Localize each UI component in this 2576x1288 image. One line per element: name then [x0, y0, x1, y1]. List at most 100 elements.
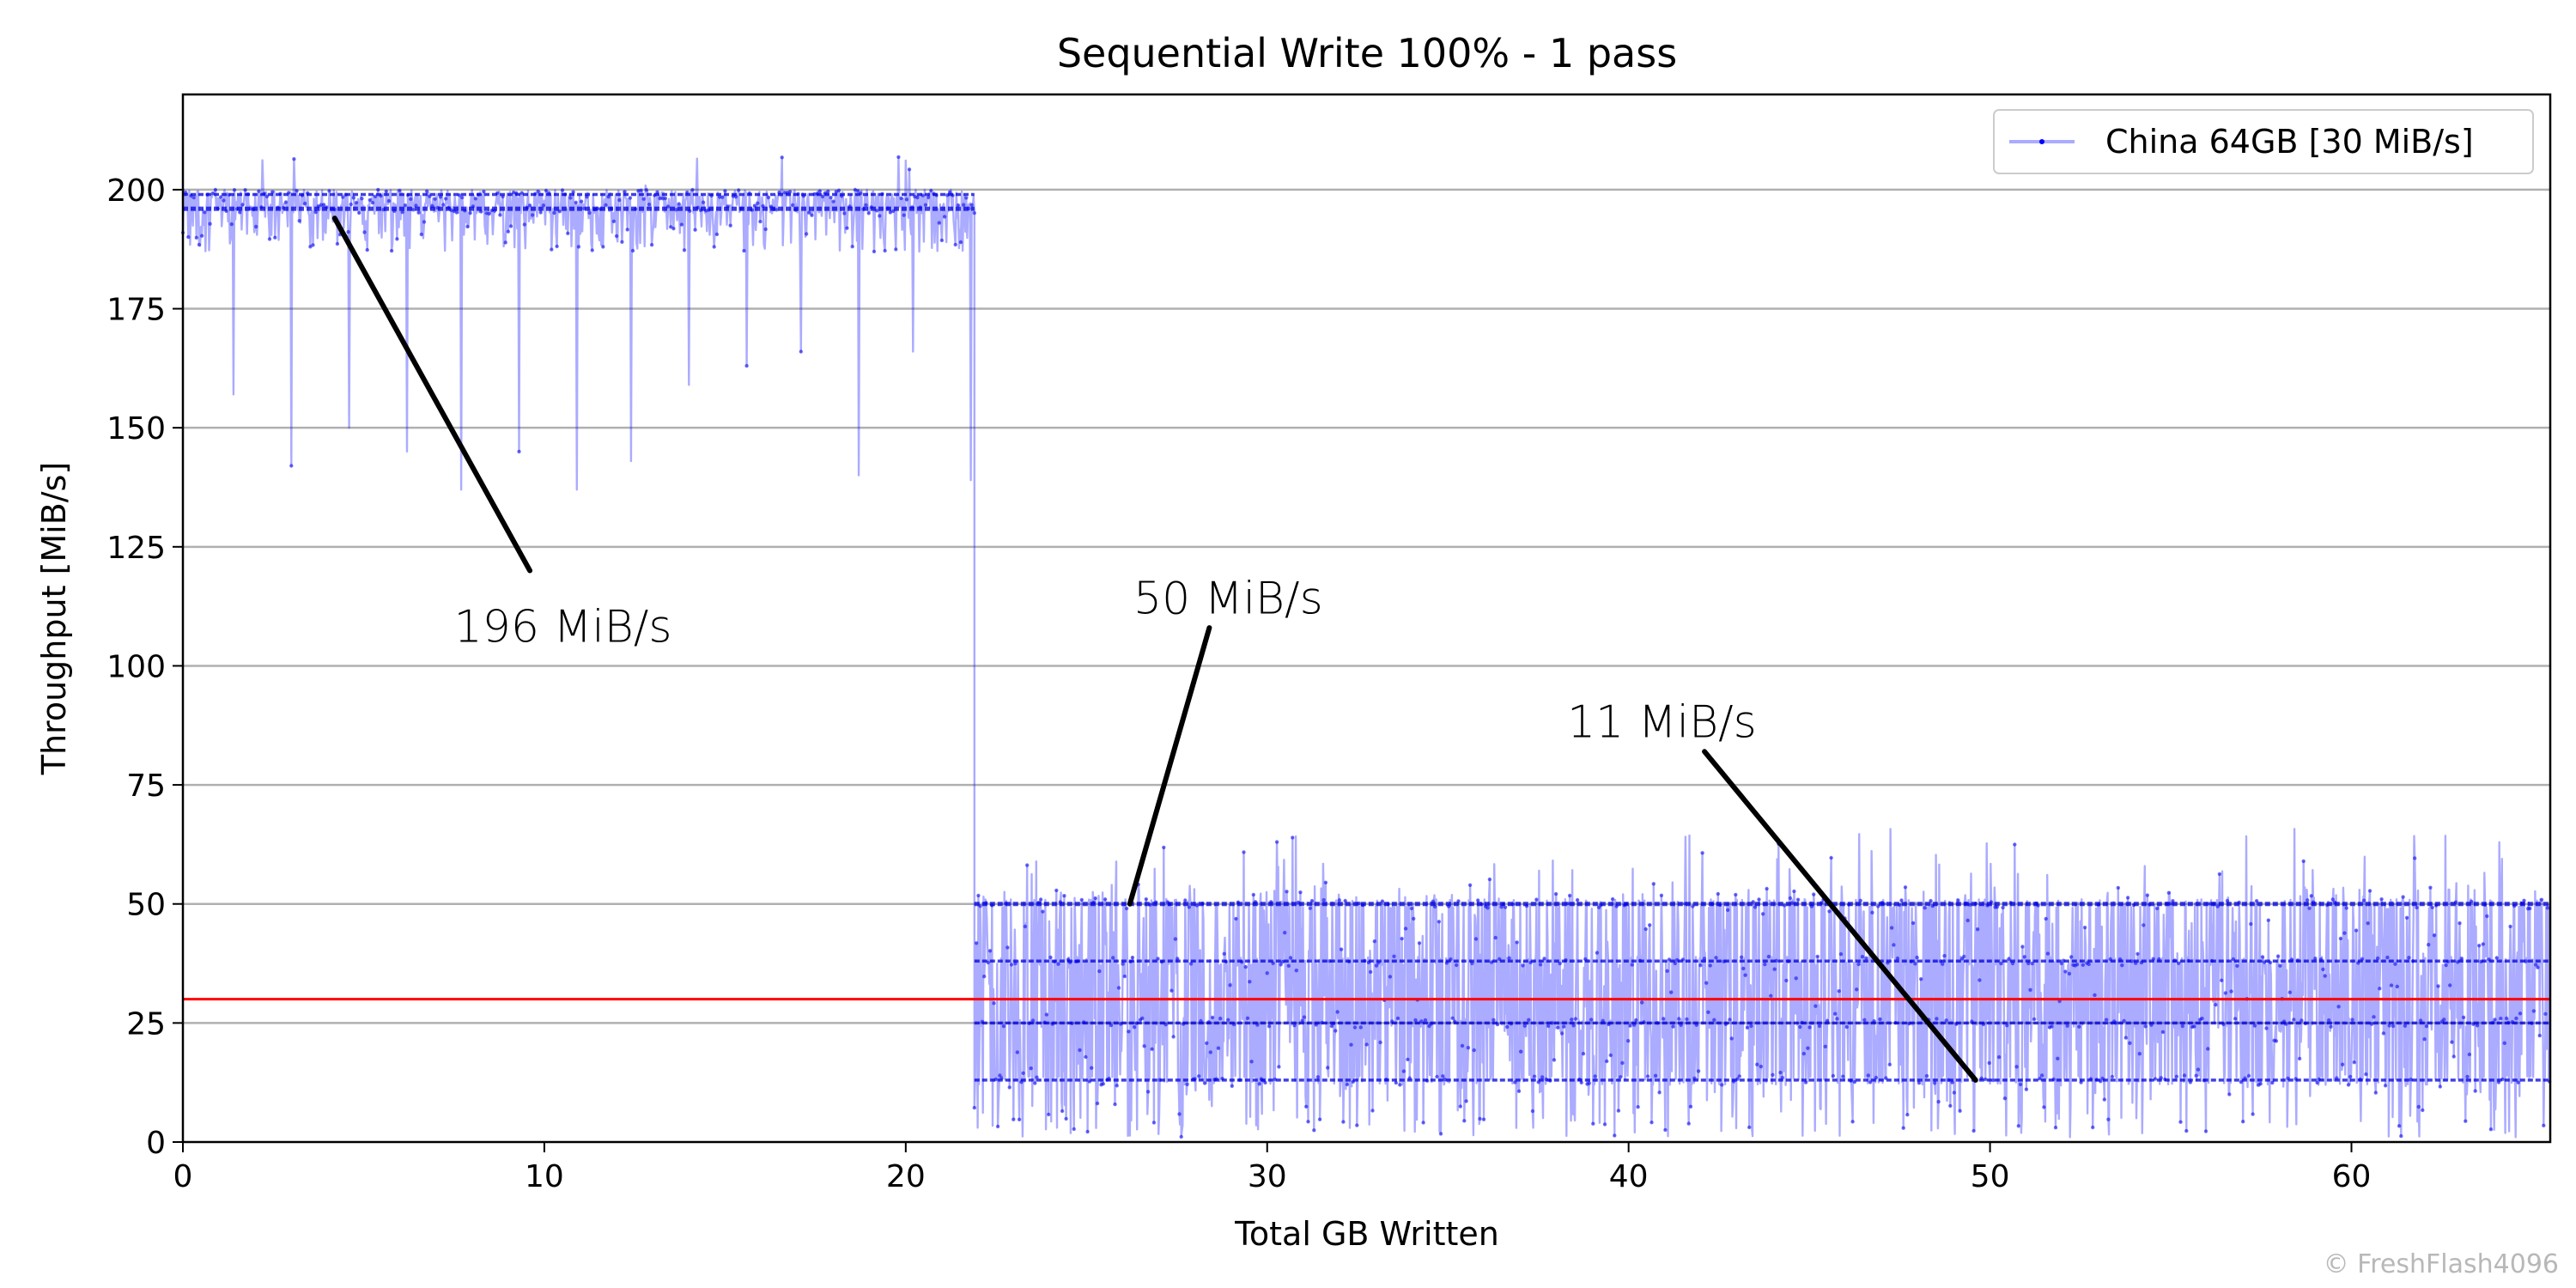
series-point	[2360, 957, 2365, 962]
y-tick-label: 0	[146, 1126, 166, 1161]
series-point	[199, 234, 204, 238]
series-point	[1421, 1121, 1425, 1125]
series-point	[1441, 1074, 1445, 1078]
series-point	[1556, 1025, 1560, 1030]
series-point	[392, 209, 397, 213]
series-point	[2383, 1084, 2388, 1088]
series-point	[2464, 1119, 2468, 1123]
series-point	[1975, 927, 1980, 932]
series-point	[995, 1124, 1000, 1129]
series-point	[1792, 889, 1796, 894]
series-point	[1607, 1022, 1611, 1027]
series-point	[1552, 1058, 1557, 1062]
series-point	[357, 210, 361, 216]
series-point	[999, 1076, 1004, 1080]
series-point	[1509, 1022, 1514, 1026]
series-point	[1478, 1116, 1482, 1121]
series-point	[1280, 959, 1285, 964]
series-point	[1081, 1020, 1086, 1024]
series-point	[1515, 940, 1519, 945]
series-point	[503, 240, 507, 245]
series-point	[1522, 1024, 1528, 1028]
series-point	[1231, 1022, 1236, 1027]
series-point	[1778, 1070, 1783, 1075]
series-point	[2424, 1024, 2429, 1029]
series-point	[1763, 962, 1767, 967]
series-point	[796, 191, 800, 197]
series-point	[1485, 906, 1490, 910]
series-point	[742, 248, 746, 253]
series-point	[1844, 1024, 1849, 1030]
series-point	[384, 189, 388, 193]
series-point	[1394, 1080, 1399, 1085]
series-point	[322, 203, 326, 207]
series-point	[1643, 927, 1648, 932]
series-point	[728, 223, 732, 228]
series-point	[1841, 1074, 1845, 1078]
series-point	[2007, 957, 2011, 962]
series-point	[992, 1001, 996, 1005]
series-point	[2366, 921, 2370, 926]
series-point	[2482, 902, 2488, 907]
series-point	[750, 208, 755, 212]
series-point	[1042, 1020, 1047, 1024]
series-line	[181, 155, 2551, 1139]
series-point	[1308, 906, 1313, 910]
series-point	[2356, 961, 2360, 965]
series-point	[2488, 1127, 2494, 1132]
series-point	[864, 203, 868, 207]
series-point	[761, 204, 765, 209]
series-point	[590, 248, 594, 252]
series-point	[2241, 1120, 2245, 1124]
series-point	[2116, 885, 2120, 890]
annotation-line	[331, 216, 533, 574]
series-point	[346, 229, 350, 234]
series-point	[1624, 902, 1629, 906]
series-point	[1665, 969, 1669, 974]
series-point	[829, 195, 833, 200]
series-point	[1815, 954, 1820, 959]
series-point	[501, 194, 505, 199]
series-point	[544, 188, 549, 193]
series-point	[690, 187, 695, 192]
series-point	[1015, 1050, 1020, 1054]
series-point	[967, 206, 971, 210]
annotation-line	[1702, 749, 1978, 1083]
series-point	[1021, 1071, 1025, 1076]
series-point	[1193, 1077, 1197, 1081]
series-point	[1352, 1025, 1358, 1030]
series-point	[2088, 1077, 2093, 1081]
series-point	[787, 190, 793, 194]
series-point	[428, 194, 432, 198]
series-point	[1167, 902, 1172, 907]
series-point	[1103, 897, 1108, 902]
series-point	[351, 196, 356, 200]
series-point	[1097, 969, 1102, 974]
series-point	[1072, 1127, 1076, 1132]
series-point	[953, 242, 957, 247]
series-point	[270, 190, 275, 194]
series-point	[1476, 898, 1480, 902]
series-point	[1499, 905, 1504, 909]
series-point	[1651, 882, 1656, 886]
series-point	[1645, 1074, 1650, 1078]
series-point	[519, 191, 524, 195]
series-point	[1601, 1018, 1605, 1024]
y-tick-label: 175	[106, 293, 166, 328]
series-point	[1731, 1079, 1736, 1084]
series-point	[1388, 975, 1393, 979]
series-point	[1035, 1075, 1039, 1079]
series-point	[2364, 1072, 2368, 1077]
series-point	[2178, 1120, 2183, 1124]
series-point	[2332, 900, 2337, 905]
series-point	[2445, 959, 2451, 964]
series-point	[2231, 957, 2236, 962]
series-point	[343, 192, 348, 197]
series-point	[1749, 1024, 1753, 1029]
series-point	[934, 193, 939, 197]
series-point	[1300, 1018, 1304, 1023]
series-point	[210, 191, 215, 196]
series-point	[1472, 1048, 1476, 1053]
series-point	[203, 210, 207, 215]
series-point	[1052, 959, 1057, 964]
